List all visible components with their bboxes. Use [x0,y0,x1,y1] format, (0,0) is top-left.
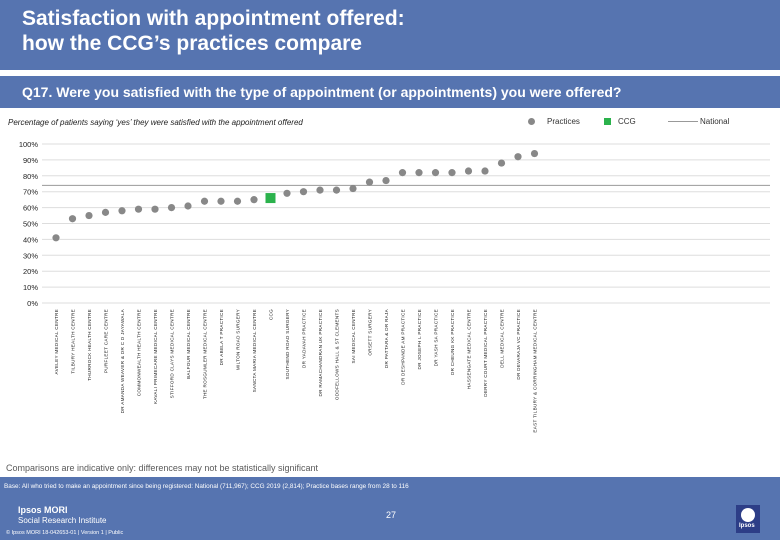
practice-marker [299,188,308,196]
x-category-label: TILBURY HEALTH CENTRE [71,309,76,374]
question-banner: Q17. Were you satisfied with the type of… [0,76,780,108]
practice-dot-icon [528,118,535,125]
x-category-label: DR JOSEPH L PRACTICE [417,309,422,369]
x-category-label: COMMONWEALTH HEALTH CENTRE [137,309,142,396]
practice-marker [316,186,324,194]
practice-marker [134,205,143,213]
practice-marker [101,208,110,216]
practice-marker [415,169,423,177]
comparisons-note: Comparisons are indicative only: differe… [6,463,318,473]
x-category-label: HASSENGATE MEDICAL CENTRE [467,309,472,389]
national-line-icon [668,121,698,122]
x-category-label: BALFOUR MEDICAL CENTRE [186,309,191,379]
x-category-label: DR YADAVAH PRACTICE [302,309,307,368]
y-tick-label: 90% [23,156,38,165]
practice-marker [365,178,374,186]
practice-marker [233,197,242,205]
title-line-2: how the CCG’s practices compare [22,32,362,55]
sri-logo-text: Social Research Institute [18,516,107,525]
ipsos-logo-icon: Ipsos [736,505,760,533]
practice-marker [382,176,390,185]
x-category-label: SOUTHEND ROAD SURGERY [285,309,290,380]
y-tick-label: 10% [23,283,38,292]
practice-marker [118,207,126,215]
x-category-label: DR PATTARA & DR RAJA [384,308,389,368]
x-category-label: DERRY COURT MEDICAL PRACTICE [483,309,488,397]
ipsos-mori-logo: Ipsos MORI [18,505,68,515]
practice-marker [431,169,440,177]
ipsos-circle-icon [741,508,755,522]
title-line-1: Satisfaction with appointment offered: [22,7,405,30]
practice-marker [68,215,77,223]
legend-ccg-label: CCG [618,117,636,126]
question-text: Q17. Were you satisfied with the type of… [22,84,622,100]
practice-marker [184,202,192,210]
x-category-label: DR AMANDA WEAVER & DR C D JAYAWALA [120,308,125,413]
base-note: Base: All who tried to make an appointme… [4,483,409,490]
practice-marker [151,205,159,213]
x-category-label: EAST TILBURY & CORRINGHAM MEDICAL CENTRE [533,309,538,433]
practice-marker [52,234,60,242]
legend-national-label: National [700,117,730,126]
x-category-label: MILTON ROAD SURGERY [236,309,241,370]
x-category-label: AVELEY MEDICAL CENTRE [54,309,59,374]
practice-marker [514,153,522,161]
practice-marker [217,197,225,205]
x-category-label: ORSETT SURGERY [368,309,373,356]
practice-marker [530,149,539,158]
practice-marker [200,197,209,205]
practice-marker [448,169,456,177]
x-category-label: DR DESHPANDE AM PRACTICE [401,309,406,385]
chart-subtitle: Percentage of patients saying ‘yes’ they… [8,118,303,127]
y-tick-label: 40% [23,235,38,244]
x-category-label: DR ABELA T PRACTICE [219,309,224,365]
practice-marker [85,211,93,220]
header-banner: Satisfaction with appointment offered: h… [0,0,780,70]
y-tick-label: 70% [23,188,38,197]
ccg-square-icon [604,118,611,125]
practice-marker [167,204,176,212]
y-tick-label: 0% [27,299,38,308]
satisfaction-chart: 0% 10% 20% 30% 40% 50% 60% 70% 80% 90% 100% AVELEY… [19,140,770,433]
x-category-label: SANCTA MARIA MEDICAL CENTRE [252,309,257,392]
x-category-label: DR RAMACHANDRAN UK PRACTICE [318,309,323,396]
x-category-label: ODDFELLOWS HALL & ST CLEMENTS [335,309,340,400]
legend-practices-label: Practices [547,117,580,126]
page-title: Satisfaction with appointment offered: h… [22,6,405,56]
practice-marker [283,189,291,197]
practice-marker [349,184,357,193]
practice-marker [497,159,506,167]
practice-marker [464,167,473,175]
x-category-label: PURFLEET CARE CENTRE [104,309,109,373]
x-category-label: THURROCK HEALTH CENTRE [87,309,92,381]
x-category-label: DR YASH SA PRACTICE [434,309,439,366]
y-tick-label: 100% [19,140,39,149]
practice-marker [250,196,258,204]
x-category-label: KAVALI PRIMECARE MEDICAL CENTRE [153,309,158,404]
x-category-label: DR CHEUNG KK PRACTICE [450,309,455,375]
page-number: 27 [386,510,397,520]
y-tick-label: 80% [23,172,38,181]
x-category-label: DR DEVARAJA VC PRACTICE [516,309,521,380]
x-category-label: CCG [269,309,274,320]
practice-marker [481,167,489,175]
ccg-marker [265,193,276,204]
x-category-label: THE ROSGUMLER MEDICAL CENTRE [203,309,208,399]
practice-marker [332,186,341,194]
y-tick-label: 60% [23,204,38,213]
y-tick-label: 20% [23,267,38,276]
y-tick-label: 50% [23,220,38,229]
footer: Base: All who tried to make an appointme… [0,477,780,540]
x-category-label: SAI MEDICAL CENTRE [351,309,356,364]
practice-marker [398,169,407,177]
ipsos-brand-text: Ipsos [739,523,755,529]
x-category-label: STIFFORD CLAYS MEDICAL CENTRE [170,309,175,398]
copyright-text: © Ipsos MORI 18-042653-01 | Version 1 | … [6,530,124,536]
y-tick-label: 30% [23,251,38,260]
x-category-label: DELL MEDICAL CENTRE [500,309,505,368]
